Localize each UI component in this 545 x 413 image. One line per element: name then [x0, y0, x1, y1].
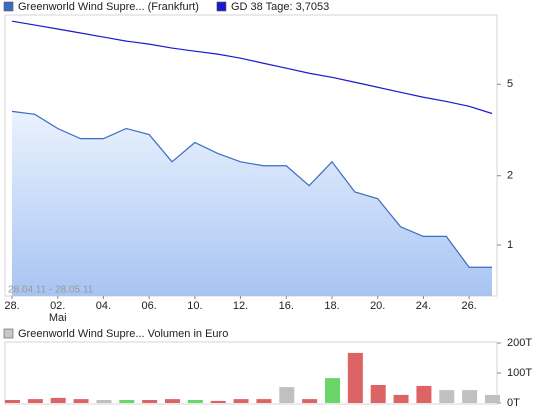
volume-bar — [279, 387, 295, 403]
volume-frame — [4, 341, 498, 405]
x-tick-label: 04. — [96, 300, 111, 312]
volume-bar — [302, 399, 318, 403]
x-tick-label: 20. — [370, 300, 385, 312]
volume-bar — [73, 399, 89, 403]
x-tick-label: 06. — [141, 300, 156, 312]
legend-label: Greenworld Wind Supre... Volumen in Euro — [18, 328, 228, 340]
x-tick-label: 16. — [279, 300, 294, 312]
volume-bar — [187, 400, 203, 403]
x-tick-label: 26. — [461, 300, 476, 312]
y-tick-label: 0T — [507, 397, 520, 409]
x-tick-label: 28. — [4, 300, 19, 312]
volume-bar — [347, 352, 363, 403]
volume-bar — [96, 400, 112, 403]
volume-bar — [233, 399, 249, 403]
volume-bar — [462, 390, 478, 403]
x-tick-label: 12. — [233, 300, 248, 312]
y-tick-label: 200T — [507, 337, 532, 349]
volume-bar — [256, 399, 272, 403]
series-line — [11, 110, 492, 268]
volume-bar — [210, 400, 226, 403]
date-range-annotation: 28.04.11 - 28.05.11 — [8, 285, 94, 296]
x-tick-label: 10. — [187, 300, 202, 312]
volume-bar — [5, 400, 20, 403]
y-tick-label: 1 — [507, 239, 513, 251]
x-month-label: Mai — [49, 312, 67, 324]
legend-label: Greenworld Wind Supre... (Frankfurt) — [18, 1, 199, 13]
legend-swatch — [3, 1, 14, 12]
y-tick-label: 5 — [507, 78, 513, 90]
legend-swatch — [3, 328, 14, 339]
y-tick-label: 2 — [507, 170, 513, 182]
volume-bar — [165, 399, 180, 403]
legend-swatch — [216, 1, 227, 12]
volume-bar — [50, 397, 66, 403]
volume-bar — [485, 394, 500, 403]
y-tick-label: 100T — [507, 367, 532, 379]
volume-bar — [27, 399, 43, 403]
volume-bar — [119, 400, 135, 403]
volume-bar — [325, 378, 340, 403]
x-tick-label: 24. — [416, 300, 431, 312]
legend-label: GD 38 Tage: 3,7053 — [231, 1, 329, 13]
volume-bar — [370, 385, 386, 403]
series-line — [11, 20, 493, 115]
x-tick-label: 18. — [324, 300, 339, 312]
volume-bar — [393, 394, 409, 403]
x-tick-label: 02. — [50, 300, 65, 312]
price-area — [12, 111, 492, 297]
volume-bar — [416, 385, 432, 403]
volume-bar — [439, 390, 455, 403]
volume-bar — [142, 400, 158, 403]
